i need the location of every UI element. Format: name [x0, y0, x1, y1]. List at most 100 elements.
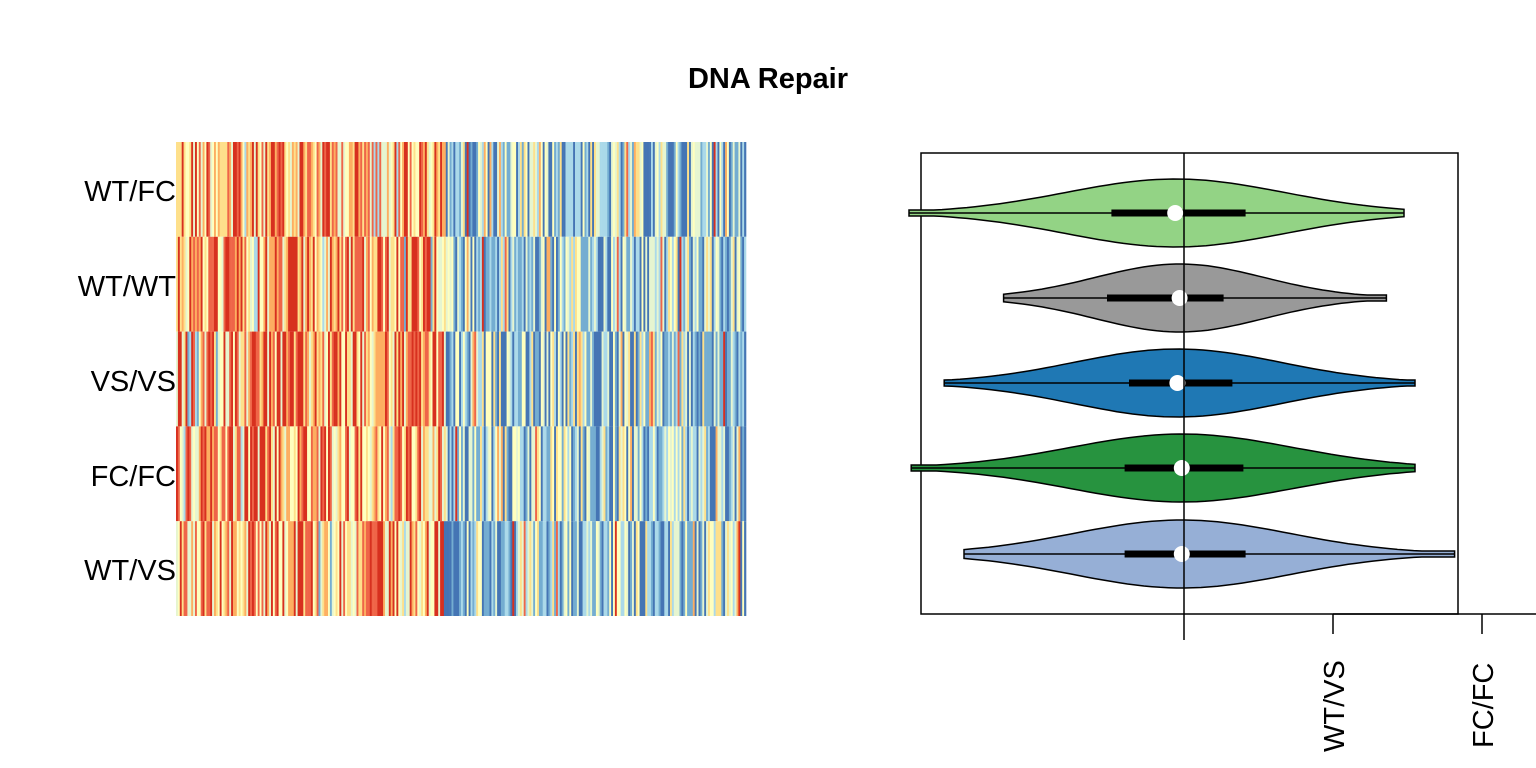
heatmap-cell [255, 142, 258, 237]
heatmap-cell [392, 331, 395, 427]
heatmap-cell [413, 521, 416, 616]
heatmap-cell [236, 521, 239, 616]
heatmap-cell [497, 142, 500, 237]
heatmap-cell [652, 236, 656, 332]
violin-median-dot [1169, 375, 1186, 391]
heatmap-cell [267, 236, 270, 332]
heatmap-cell [690, 521, 694, 616]
heatmap-cell [417, 426, 420, 522]
heatmap-cell [204, 331, 207, 427]
heatmap-cell [400, 236, 403, 332]
heatmap-cell [455, 426, 458, 522]
heatmap-cell [261, 426, 264, 522]
heatmap-cell [556, 331, 559, 427]
heatmap-cell [480, 236, 483, 332]
heatmap-cell [575, 236, 578, 332]
heatmap-cell [637, 236, 640, 332]
heatmap-cell [622, 331, 625, 427]
heatmap-cell [584, 236, 587, 332]
heatmap-cell [413, 331, 416, 427]
heatmap-cell [394, 331, 397, 427]
heatmap-cell [637, 521, 640, 616]
heatmap-cell [651, 426, 654, 522]
heatmap-cell [565, 331, 568, 427]
heatmap-cell [478, 236, 481, 332]
heatmap-cell [673, 236, 676, 332]
heatmap-cell [423, 521, 426, 616]
heatmap-cell [652, 426, 656, 522]
heatmap-cell [656, 236, 659, 332]
x-tick-label-fc-fc: FC/FC [1468, 663, 1500, 748]
heatmap-cell [329, 142, 333, 237]
heatmap-cell [417, 142, 420, 237]
heatmap-cell [652, 331, 656, 427]
heatmap-cell [656, 331, 659, 427]
heatmap-cell [259, 142, 262, 237]
heatmap-row-labels: WT/FC WT/WT VS/VS FC/FC WT/VS [78, 176, 177, 587]
heatmap-cell [242, 331, 245, 427]
heatmap-cell [605, 426, 608, 522]
heatmap-cell [415, 331, 418, 427]
heatmap-cell [187, 236, 190, 332]
heatmap-cell [208, 521, 211, 616]
heatmap-cell [550, 426, 553, 522]
heatmap-cell [607, 236, 610, 332]
heatmap-cell [673, 331, 676, 427]
heatmap-cell [719, 426, 722, 522]
heatmap-cell [738, 236, 741, 332]
heatmap-cell [407, 521, 410, 616]
heatmap-cell [176, 236, 179, 332]
heatmap-cell [592, 331, 595, 427]
heatmap-cell [470, 331, 473, 427]
heatmap-cell [381, 236, 384, 332]
heatmap-cell [645, 142, 648, 237]
heatmap-cell [677, 142, 680, 237]
heatmap-cell [227, 426, 230, 522]
heatmap-cell [713, 426, 716, 522]
heatmap-cell [339, 236, 342, 332]
heatmap-cell [428, 426, 431, 522]
heatmap-cell [470, 142, 473, 237]
heatmap-cell [405, 426, 409, 522]
heatmap-cell [356, 236, 359, 332]
heatmap-cell [620, 521, 623, 616]
heatmap-cell [692, 521, 695, 616]
heatmap-cell [195, 142, 198, 237]
heatmap-cell [664, 142, 667, 237]
heatmap-cell [666, 426, 669, 522]
heatmap-cell [630, 236, 633, 332]
heatmap-cell [291, 521, 295, 616]
heatmap-cell [185, 426, 188, 522]
heatmap-cell [538, 236, 542, 332]
heatmap-cell [305, 426, 308, 522]
heatmap-cell [388, 521, 391, 616]
heatmap-cell [554, 426, 557, 522]
heatmap-cell [409, 236, 412, 332]
heatmap-cell [276, 521, 279, 616]
heatmap-cell [495, 521, 498, 616]
heatmap-cell [461, 236, 464, 332]
heatmap-cell [713, 236, 716, 332]
heatmap-cell [303, 426, 306, 522]
heatmap-cell [594, 142, 597, 237]
heatmap-cell [567, 521, 570, 616]
heatmap-cell [225, 236, 228, 332]
heatmap-cell [309, 521, 312, 616]
heatmap-cell [267, 521, 270, 616]
heatmap-cell [633, 331, 637, 427]
heatmap-cell [502, 142, 505, 237]
heatmap-cell [434, 142, 437, 237]
heatmap-cell [307, 236, 310, 332]
heatmap-cell [512, 426, 515, 522]
heatmap-cell [548, 331, 551, 427]
heatmap-cell [554, 236, 557, 332]
heatmap-cell [314, 236, 317, 332]
heatmap-cell [607, 142, 610, 237]
heatmap-cell [305, 142, 308, 237]
heatmap-cell [345, 521, 348, 616]
heatmap-cell [643, 521, 646, 616]
heatmap-cell [730, 142, 733, 237]
heatmap-cell [514, 142, 517, 237]
heatmap-cell [584, 142, 587, 237]
heatmap-cell [504, 236, 507, 332]
